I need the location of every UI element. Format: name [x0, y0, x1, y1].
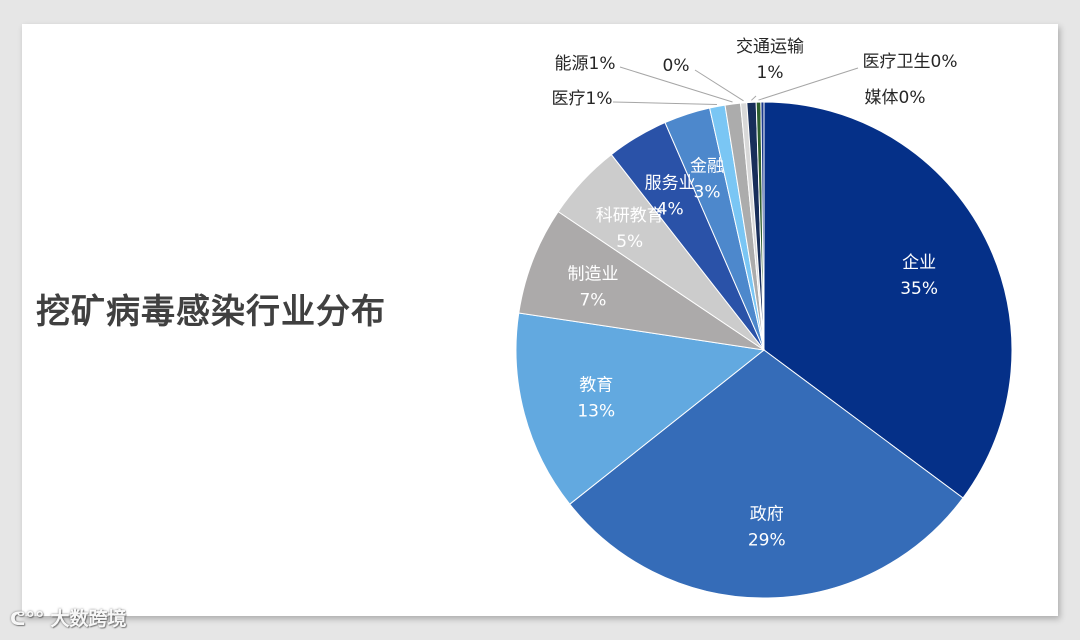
slice-label-3: 制造业 — [567, 264, 618, 284]
watermark-text: 大数跨境 — [50, 608, 127, 630]
leader-lines — [612, 66, 859, 105]
slice-value-0: 35% — [900, 279, 938, 299]
slice-value-3: 7% — [579, 290, 606, 310]
pie-slice-2 — [515, 312, 766, 505]
slice-label-7: 医疗1% — [552, 89, 613, 109]
pie-slice-12 — [760, 101, 765, 351]
slice-label-5: 服务业 — [645, 173, 696, 193]
slice-value-2: 13% — [577, 402, 615, 422]
slice-label-11: 医疗卫生0% — [863, 52, 958, 72]
leader-line-10 — [751, 95, 757, 101]
slice-label-1: 政府 — [750, 505, 784, 525]
slice-label-8: 能源1% — [555, 54, 616, 74]
pie-slice-0 — [763, 101, 1013, 499]
leader-line-11 — [758, 67, 859, 101]
slice-value-1: 29% — [748, 531, 786, 551]
slice-label-2: 教育 — [579, 376, 613, 396]
slice-value-10: 1% — [757, 63, 784, 83]
slice-label-0: 企业 — [902, 253, 936, 273]
pie-slice-3 — [518, 210, 765, 351]
pie-slices — [515, 101, 1013, 599]
slice-label-10: 交通运输 — [736, 37, 804, 57]
slice-label-12: 媒体0% — [865, 88, 926, 108]
pie-slice-1 — [569, 349, 964, 599]
slice-value-6: 3% — [694, 183, 721, 203]
slice-label-6: 金融 — [690, 157, 724, 177]
weibo-icon: ᕦ°° — [10, 608, 45, 630]
leader-line-9 — [694, 69, 744, 102]
pie-labels: 企业 35% 政府 29% 教育 13% 制造业 7% 科研教育 5% 服务业 4% 金融 3% 医疗1% 能… — [552, 37, 958, 551]
slice-label-9: 0% — [663, 56, 690, 76]
chart-title: 挖矿病毒感染行业分布 — [36, 292, 386, 332]
watermark: ᕦ°° 大数跨境 — [10, 604, 127, 631]
slice-value-5: 4% — [657, 199, 684, 219]
slice-value-4: 5% — [616, 232, 643, 252]
leader-line-8 — [619, 66, 733, 103]
slice-label-4: 科研教育 — [596, 206, 664, 226]
leader-line-7 — [612, 101, 717, 105]
